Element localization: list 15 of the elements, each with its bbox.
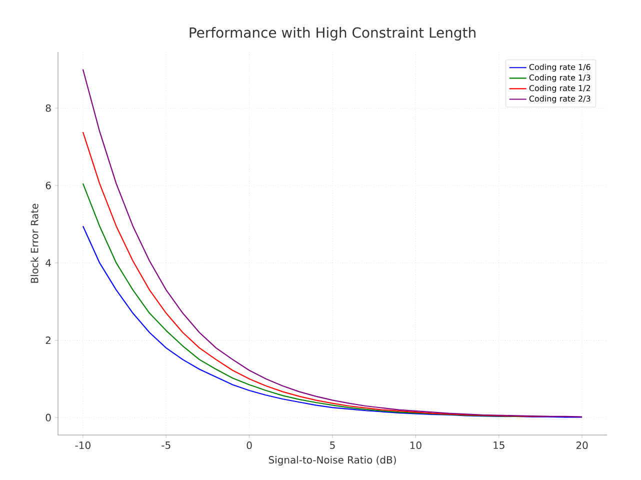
x-tick-label: -5 xyxy=(162,442,170,449)
x-axis-title: Signal-to-Noise Ratio (dB) xyxy=(268,456,396,466)
chart-title: Performance with High Constraint Length xyxy=(190,27,476,41)
y-tick-label: 8 xyxy=(46,104,51,112)
y-tick-label: 0 xyxy=(46,414,51,422)
x-tick-label: 15 xyxy=(494,442,504,449)
y-tick-label: 2 xyxy=(46,336,50,344)
x-tick-label: 5 xyxy=(330,442,335,449)
x-tick-label: 0 xyxy=(246,442,252,450)
x-tick-label: 10 xyxy=(410,442,422,450)
y-tick-label: 4 xyxy=(46,259,51,266)
x-tick-label: -10 xyxy=(75,442,90,450)
y-tick-label: 6 xyxy=(46,182,51,190)
x-tick-label: 20 xyxy=(576,442,588,450)
y-axis-title: Block Error Rate xyxy=(30,204,38,283)
